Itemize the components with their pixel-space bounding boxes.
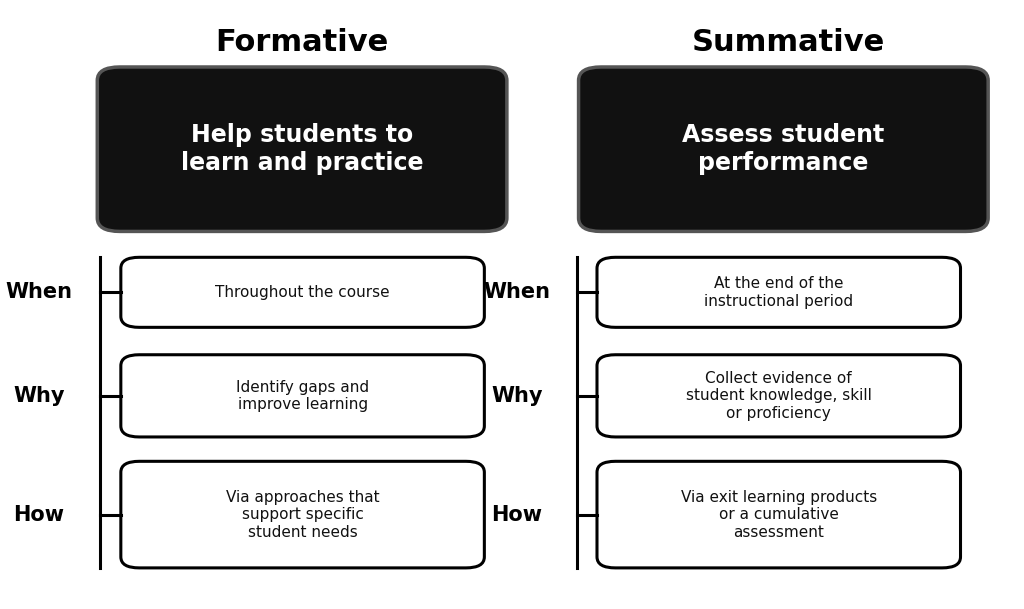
Text: When: When xyxy=(5,283,73,302)
Text: Via exit learning products
or a cumulative
assessment: Via exit learning products or a cumulati… xyxy=(681,490,877,540)
Text: Identify gaps and
improve learning: Identify gaps and improve learning xyxy=(236,379,370,412)
FancyBboxPatch shape xyxy=(121,354,484,437)
FancyBboxPatch shape xyxy=(97,67,507,231)
Text: Help students to
learn and practice: Help students to learn and practice xyxy=(181,123,423,175)
Text: Throughout the course: Throughout the course xyxy=(215,285,390,300)
FancyBboxPatch shape xyxy=(597,462,961,568)
FancyBboxPatch shape xyxy=(597,354,961,437)
Text: How: How xyxy=(492,505,543,524)
Text: Assess student
performance: Assess student performance xyxy=(682,123,885,175)
Text: When: When xyxy=(483,283,551,302)
Text: Collect evidence of
student knowledge, skill
or proficiency: Collect evidence of student knowledge, s… xyxy=(686,371,871,421)
FancyBboxPatch shape xyxy=(121,257,484,328)
Text: Formative: Formative xyxy=(215,28,389,57)
Text: Why: Why xyxy=(13,386,65,406)
Text: At the end of the
instructional period: At the end of the instructional period xyxy=(705,276,853,309)
Text: Why: Why xyxy=(492,386,543,406)
Text: Summative: Summative xyxy=(692,28,885,57)
Text: How: How xyxy=(13,505,65,524)
FancyBboxPatch shape xyxy=(597,257,961,328)
FancyBboxPatch shape xyxy=(121,462,484,568)
Text: Via approaches that
support specific
student needs: Via approaches that support specific stu… xyxy=(225,490,380,540)
FancyBboxPatch shape xyxy=(579,67,988,231)
